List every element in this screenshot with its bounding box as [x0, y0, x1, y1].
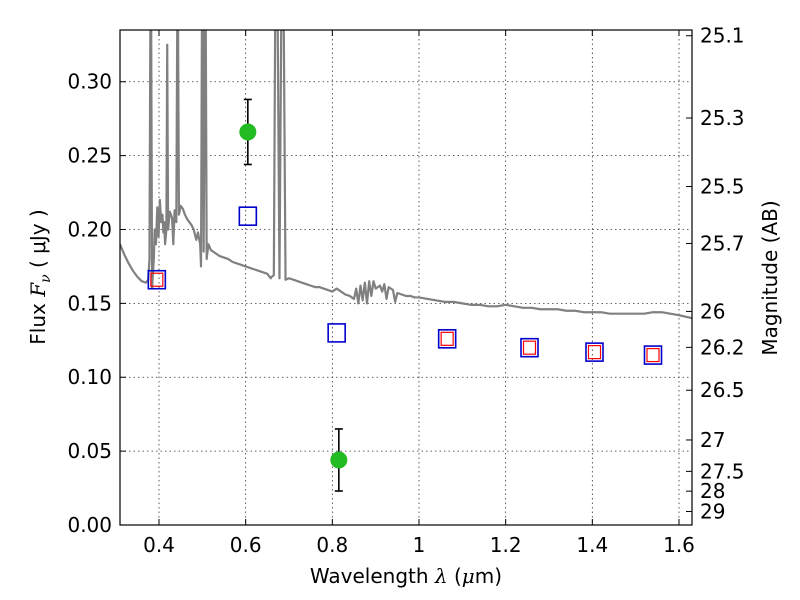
x-tick-label: 1.6: [663, 533, 695, 557]
model-square-point: [147, 269, 167, 290]
mag-tick-label: 26: [700, 299, 725, 323]
y-tick-label: 0.25: [67, 144, 112, 168]
model-square-point: [437, 329, 457, 349]
model-inner-square-point: [150, 272, 164, 287]
model-inner-square-point: [587, 345, 602, 360]
y-tick-label: 0.20: [67, 217, 112, 241]
model-square-point: [238, 206, 258, 226]
model-square-point: [643, 345, 663, 365]
model-inner-square-point: [646, 347, 660, 363]
y-tick-label: 0.10: [67, 365, 112, 389]
x-tick-label: 1.2: [490, 533, 522, 557]
model-square-point: [327, 323, 346, 343]
y-axis-label: Flux Fν ( μJy ): [26, 209, 54, 344]
mag-tick-label: 27.5: [700, 459, 745, 483]
y-tick-label: 0.00: [67, 513, 112, 537]
observed-point: [330, 451, 348, 469]
mag-tick-label: 26.5: [700, 378, 745, 402]
series-layer: [120, 30, 692, 492]
grid-layer: [120, 30, 692, 525]
plot-frame: [119, 29, 693, 526]
x-tick-label: 1.4: [576, 533, 608, 557]
model-square-point: [585, 342, 604, 362]
mag-tick-label: 25.3: [700, 106, 745, 130]
x-tick-label: 1: [413, 533, 426, 557]
y2-axis-label: Magnitude (AB): [758, 200, 782, 355]
ticks-layer: 0.4 0.6 0.8 1 1.2 1.4 1.6 0.00 0.05 0.10 0.15 0.20 0…: [67, 24, 744, 557]
mag-tick-label: 26.2: [700, 335, 745, 359]
observed-point: [239, 123, 257, 141]
x-axis-label: Wavelength λ (μm): [310, 564, 502, 588]
y-tick-label: 0.05: [67, 439, 112, 463]
x-tick-label: 0.8: [316, 533, 348, 557]
mag-tick-label: 27: [700, 428, 725, 452]
y-tick-label: 0.30: [67, 70, 112, 94]
model-square-point: [520, 337, 539, 358]
spectrum-line: [120, 30, 692, 320]
model-inner-square-point: [440, 331, 454, 346]
mag-tick-label: 25.7: [700, 231, 745, 255]
mag-tick-label: 25.1: [700, 24, 745, 48]
mag-tick-label: 25.5: [700, 174, 745, 198]
mag-tick-label: 28: [700, 479, 725, 503]
mag-tick-label: 29: [700, 500, 725, 524]
y-tick-label: 0.15: [67, 291, 112, 315]
model-inner-square-point: [522, 340, 537, 355]
x-tick-label: 0.4: [143, 533, 175, 557]
x-tick-label: 0.6: [230, 533, 262, 557]
